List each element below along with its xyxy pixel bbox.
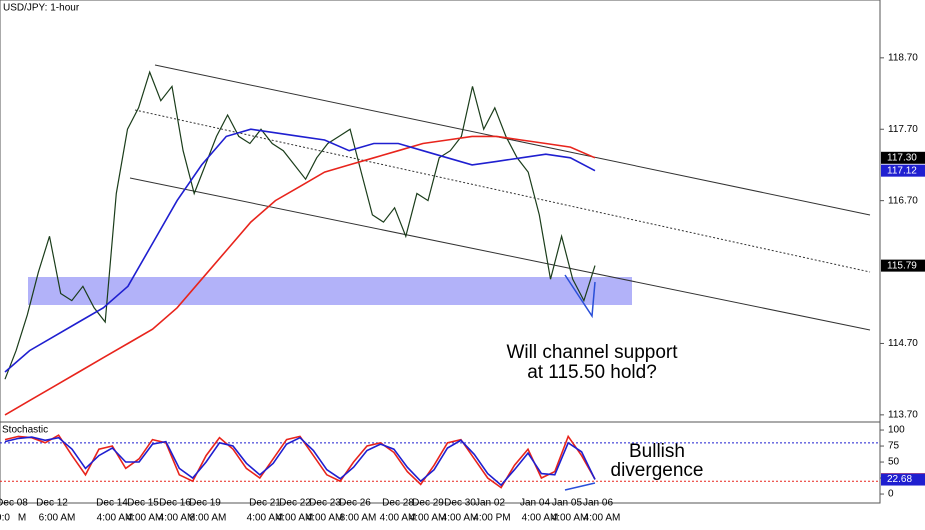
x-date-label: Dec 30 xyxy=(444,498,476,509)
channel-top xyxy=(154,64,871,216)
x-date-label: Dec 19 xyxy=(189,498,221,509)
stoch-divergence-line xyxy=(564,482,596,491)
x-date-label: Jan 05 xyxy=(552,498,582,509)
chart-title: USD/JPY: 1-hour xyxy=(3,3,80,14)
divergence-line xyxy=(564,274,596,319)
x-date-label: Dec 22 xyxy=(279,498,311,509)
plot-frame xyxy=(0,0,881,504)
x-date-label: Dec 16 xyxy=(159,498,191,509)
y-tick-label: 113.70 xyxy=(888,410,918,421)
y-tick-label: 50 xyxy=(888,457,900,468)
annotation: Will channel support xyxy=(506,342,678,363)
series-line xyxy=(4,434,596,489)
x-time-label: 4:00 AM xyxy=(552,513,589,524)
x-time-label: 4:00 AM xyxy=(97,513,134,524)
x-time-label: 4:00 AM xyxy=(410,513,447,524)
series-line xyxy=(4,70,596,380)
series-line xyxy=(4,128,596,373)
price-tag xyxy=(881,473,925,486)
y-tick-label: 118.70 xyxy=(888,52,918,63)
x-time-label: 4:00 AM xyxy=(247,513,284,524)
y-tick-label: 75 xyxy=(888,441,900,452)
y-tick-label: 0 xyxy=(888,489,894,500)
price-tag-label: 115.79 xyxy=(887,260,917,271)
annotation: at 115.50 hold? xyxy=(527,362,657,383)
x-date-label: Dec 14 xyxy=(96,498,128,509)
x-time-label: 4:00 AM xyxy=(584,513,621,524)
x-time-label: 4:00 AM xyxy=(380,513,417,524)
y-tick-label: 114.70 xyxy=(888,338,918,349)
price-tag-label: 117.12 xyxy=(887,165,917,176)
x-date-label: Dec 21 xyxy=(249,498,281,509)
x-time-label: 4:00 AM xyxy=(522,513,559,524)
y-tick-label: 100 xyxy=(888,425,905,436)
y-tick-label: 117.70 xyxy=(888,124,918,135)
price-tag xyxy=(881,164,925,177)
annotation: divergence xyxy=(611,460,704,481)
x-time-label: 4:00 AM xyxy=(127,513,164,524)
panel-title: Stochastic xyxy=(2,425,48,436)
x-date-label: Dec 12 xyxy=(36,498,68,509)
channel-bottom xyxy=(129,177,871,331)
x-date-label: Dec 29 xyxy=(412,498,444,509)
price-tag xyxy=(881,259,925,272)
annotation: Bullish xyxy=(629,441,685,462)
series-line xyxy=(4,436,596,487)
x-time-label: 4:00 AM xyxy=(307,513,344,524)
support-zone xyxy=(28,277,632,305)
x-date-label: Dec 23 xyxy=(309,498,341,509)
y-tick-label: 116.70 xyxy=(888,195,918,206)
x-date-label: Jan 02 xyxy=(475,498,505,509)
x-time-label: 8:00 AM xyxy=(340,513,377,524)
price-tag xyxy=(881,151,925,164)
title-bg xyxy=(1,1,109,15)
x-time-label: 4:00 AM xyxy=(442,513,479,524)
x-date-label: Jan 04 xyxy=(520,498,550,509)
x-time-label: M xyxy=(18,513,26,524)
series-line xyxy=(4,135,596,416)
x-time-label: 6:00 AM xyxy=(39,513,76,524)
channel-mid xyxy=(134,109,871,273)
x-date-label: Dec 28 xyxy=(382,498,414,509)
x-time-label: 8:00 AM xyxy=(190,513,227,524)
price-tag-label: 117.30 xyxy=(887,152,917,163)
x-date-label: Dec 08 xyxy=(0,498,28,509)
price-tag-label: 22.68 xyxy=(887,474,912,485)
x-time-label: 4:00 AM xyxy=(159,513,196,524)
x-time-label: 4:00 AM xyxy=(277,513,314,524)
x-time-label: 4:00 PM xyxy=(473,513,510,524)
x-time-label: 9:0 xyxy=(0,513,10,524)
x-date-label: Jan 06 xyxy=(583,498,613,509)
x-date-label: Dec 15 xyxy=(127,498,159,509)
x-date-label: Dec 26 xyxy=(339,498,371,509)
